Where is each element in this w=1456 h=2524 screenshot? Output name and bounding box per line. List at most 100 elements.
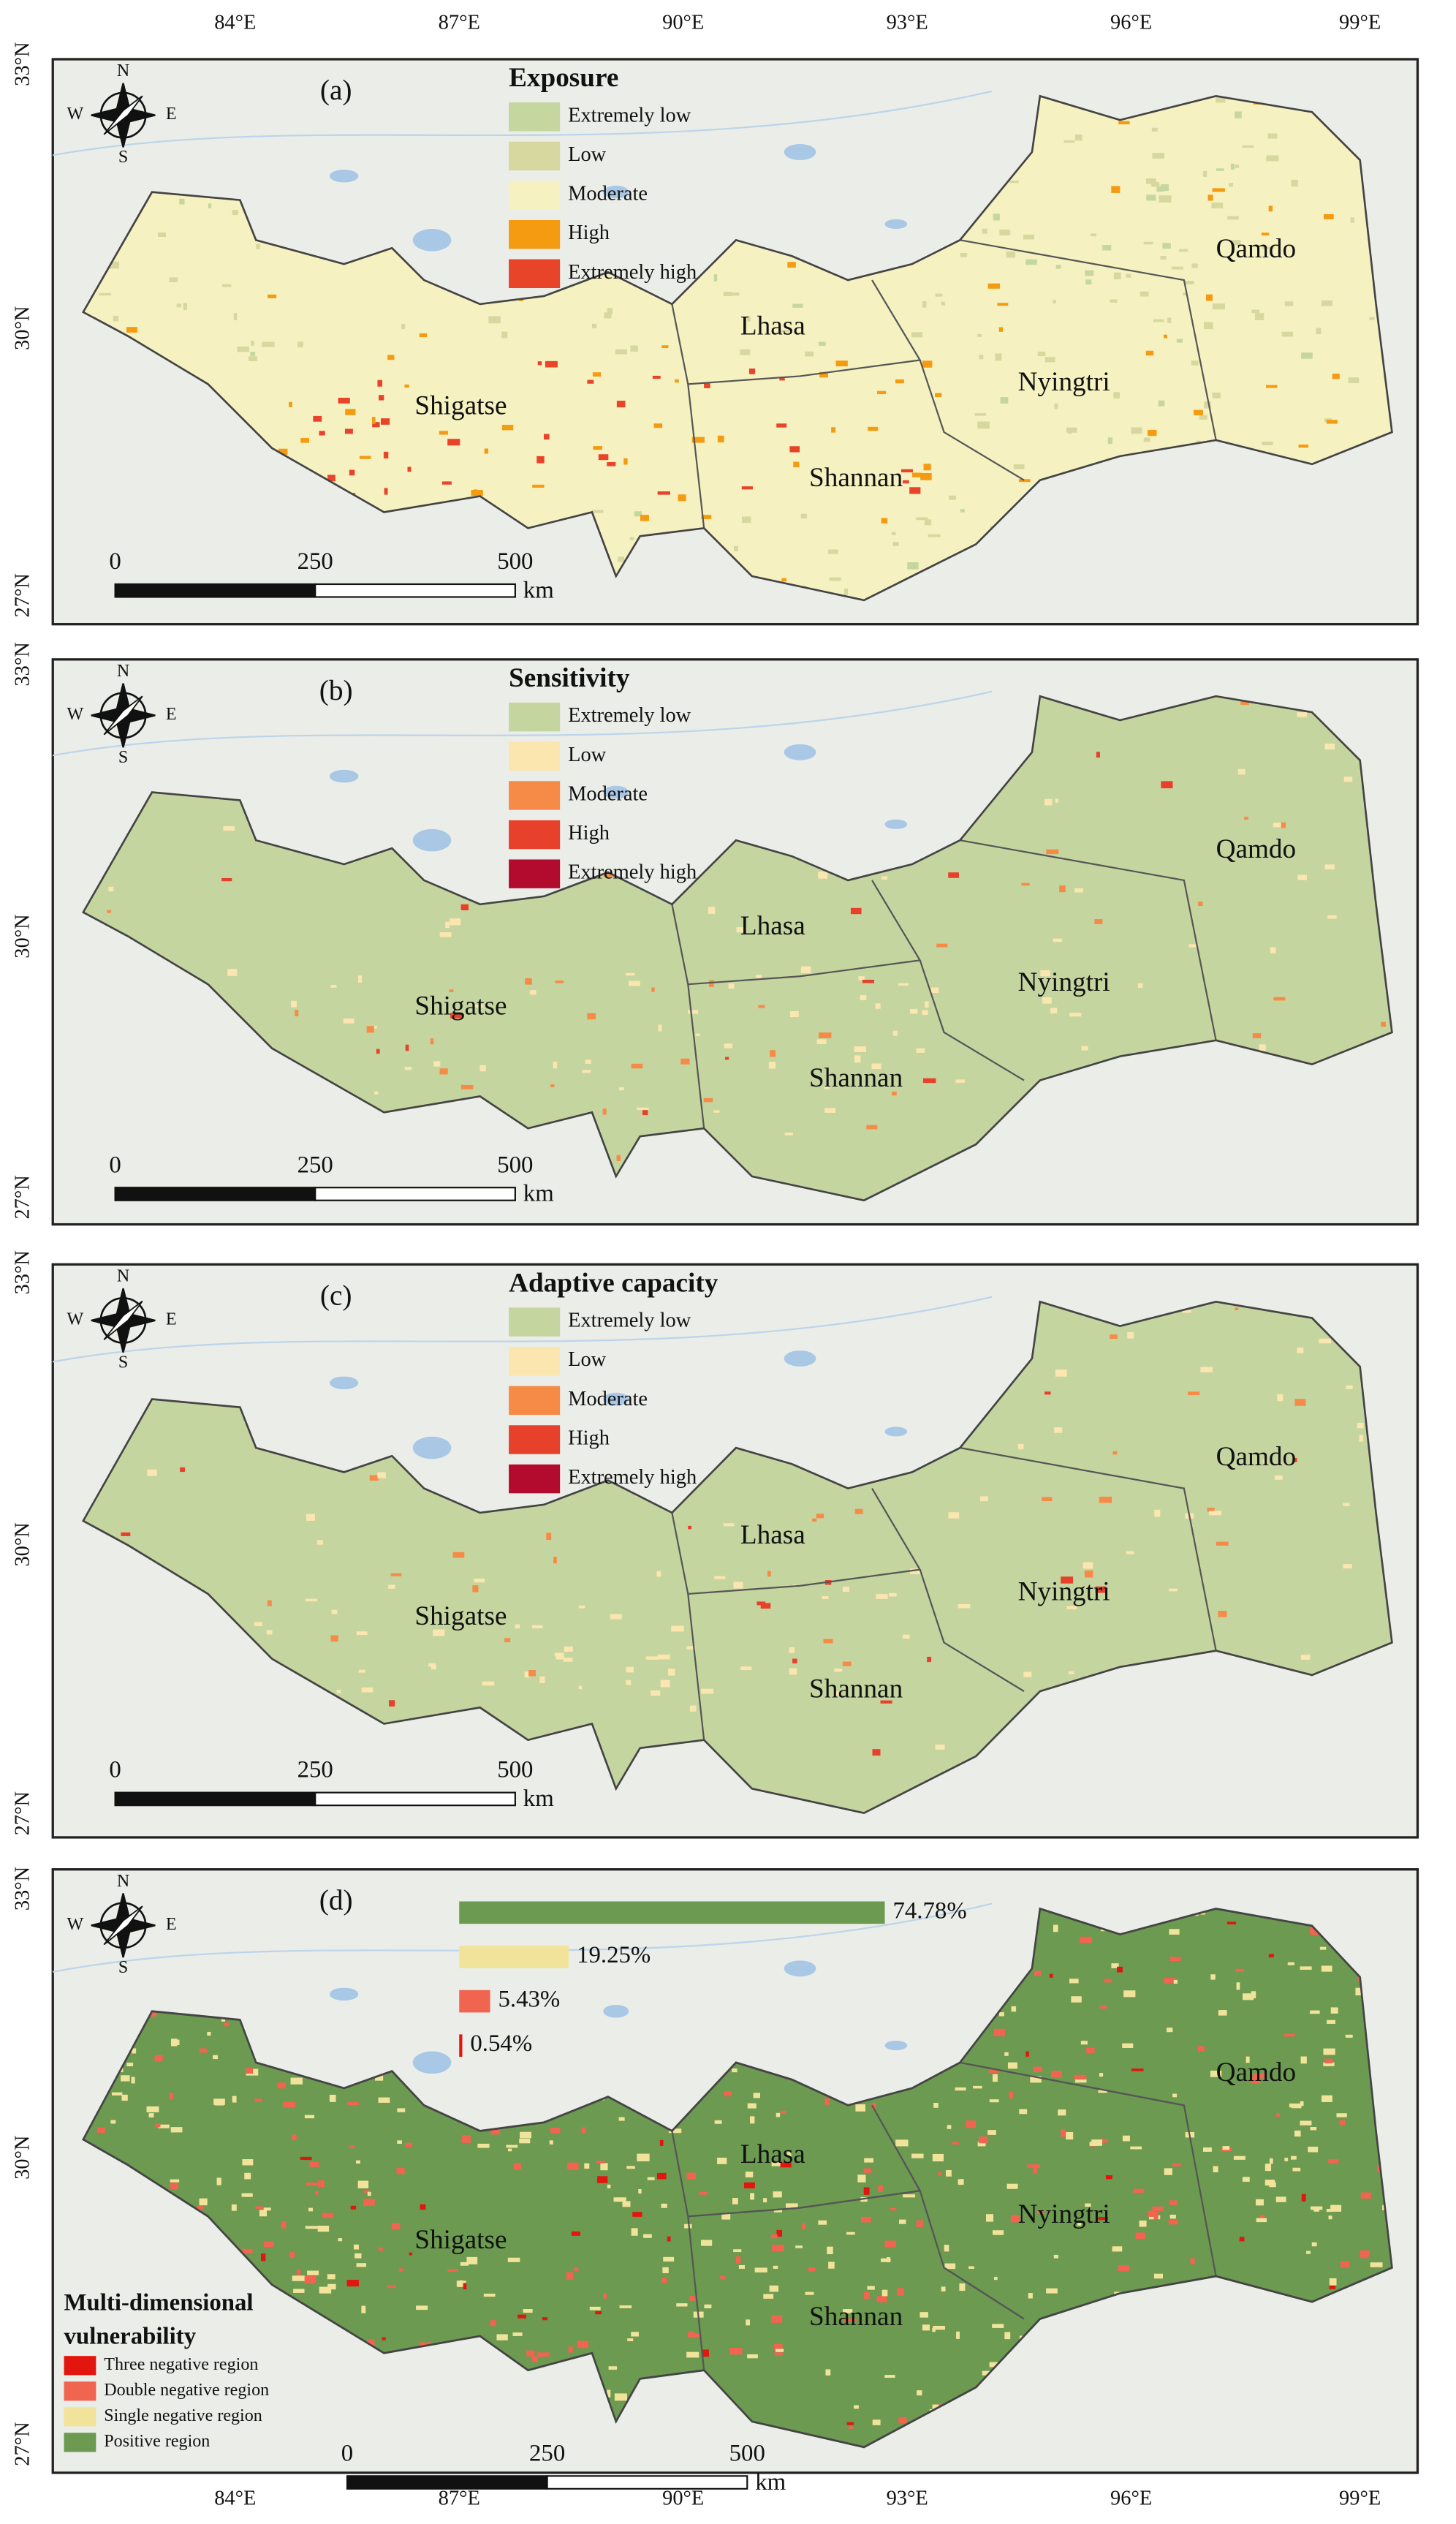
texture-patch <box>549 2140 553 2145</box>
texture-patch <box>1242 2177 1250 2182</box>
texture-patch <box>898 2219 906 2224</box>
texture-patch <box>1339 2120 1346 2126</box>
texture-patch <box>595 2310 602 2315</box>
texture-patch <box>1218 1611 1227 1617</box>
texture-patch <box>296 2270 301 2277</box>
texture-patch <box>948 872 959 878</box>
texture-patch <box>409 2252 413 2256</box>
texture-patch <box>604 312 612 319</box>
texture-patch <box>1146 194 1156 201</box>
texture-patch <box>858 976 865 980</box>
texture-patch <box>892 1030 898 1036</box>
texture-patch <box>747 2103 757 2109</box>
texture-patch <box>1066 1606 1077 1609</box>
texture-patch <box>818 872 828 879</box>
scale-label: 250 <box>529 2440 565 2466</box>
texture-patch <box>998 327 1004 332</box>
compass-letter: S <box>118 748 128 767</box>
texture-patch <box>805 2291 814 2295</box>
texture-patch <box>780 2162 792 2168</box>
texture-patch <box>1269 2158 1273 2164</box>
texture-patch <box>460 2262 469 2266</box>
city-label: Qamdo <box>1216 2058 1297 2087</box>
texture-patch <box>1262 441 1273 445</box>
region-border <box>960 1447 1217 1651</box>
texture-patch <box>1122 2135 1130 2142</box>
texture-patch <box>126 327 137 333</box>
texture-patch <box>317 2226 330 2232</box>
texture-patch <box>405 1044 409 1051</box>
texture-patch <box>660 1679 670 1688</box>
texture-patch <box>642 1108 648 1116</box>
texture-patch <box>474 1005 484 1008</box>
texture-patch <box>1311 2242 1317 2247</box>
texture-patch <box>327 2283 336 2290</box>
texture-patch <box>896 2288 905 2296</box>
texture-patch <box>526 2350 535 2357</box>
bar-value-label: 5.43% <box>498 1987 560 2013</box>
texture-patch <box>613 2197 626 2202</box>
texture-patch <box>260 2253 266 2262</box>
scale-label: 500 <box>497 548 533 575</box>
city-label: Qamdo <box>1216 234 1297 264</box>
texture-patch <box>988 2069 1000 2073</box>
texture-patch <box>1000 397 1009 404</box>
texture-patch <box>951 2142 960 2145</box>
texture-patch <box>1185 281 1194 285</box>
texture-patch <box>1284 301 1294 306</box>
legend-label: Moderate <box>568 782 648 805</box>
lon-label: 87°E <box>439 2487 480 2510</box>
texture-patch <box>556 1655 564 1660</box>
texture-patch <box>924 519 932 526</box>
texture-patch <box>1116 1966 1123 1973</box>
texture-patch <box>987 2130 996 2135</box>
texture-patch <box>812 1518 817 1522</box>
texture-patch <box>223 826 235 831</box>
texture-patch <box>377 1472 386 1478</box>
texture-patch <box>1346 1385 1353 1389</box>
texture-patch <box>1210 1974 1216 1980</box>
texture-patch <box>363 2190 371 2193</box>
compass-ring <box>99 91 147 139</box>
texture-patch <box>709 980 714 987</box>
texture-patch <box>626 972 635 976</box>
texture-patch <box>1127 1331 1134 1339</box>
texture-patch <box>1289 2103 1301 2108</box>
texture-patch <box>757 1601 766 1606</box>
texture-patch <box>1199 415 1207 420</box>
texture-patch <box>645 1656 659 1660</box>
texture-patch <box>779 377 785 381</box>
scale-label: 250 <box>297 1152 333 1178</box>
texture-patch <box>170 2179 180 2183</box>
texture-patch <box>1162 243 1171 249</box>
compass-star <box>103 1300 143 1340</box>
texture-patch <box>1205 294 1213 301</box>
texture-patch <box>1034 1971 1042 1976</box>
texture-patch <box>829 577 841 581</box>
texture-patch <box>107 261 120 269</box>
texture-patch <box>1130 2146 1142 2150</box>
texture-patch <box>316 1540 323 1545</box>
texture-patch <box>891 532 896 535</box>
city-label: Shigatse <box>414 991 507 1021</box>
texture-patch <box>898 2417 907 2424</box>
texture-patch <box>501 331 508 339</box>
texture-patch <box>1268 205 1273 212</box>
lon-label: 96°E <box>1110 11 1152 34</box>
texture-patch <box>208 203 212 208</box>
texture-patch <box>911 472 921 477</box>
texture-patch <box>986 2214 994 2222</box>
texture-patch <box>948 1512 960 1519</box>
lake <box>884 1427 908 1437</box>
texture-patch <box>1340 2261 1350 2268</box>
texture-patch <box>319 2286 332 2294</box>
region-border <box>919 2190 1025 2320</box>
texture-patch <box>658 1024 662 1032</box>
texture-patch <box>1091 233 1096 237</box>
texture-patch <box>769 2285 778 2292</box>
texture-patch <box>433 1629 445 1636</box>
texture-patch <box>349 469 355 476</box>
texture-patch <box>567 2162 579 2171</box>
texture-patch <box>571 2231 580 2236</box>
